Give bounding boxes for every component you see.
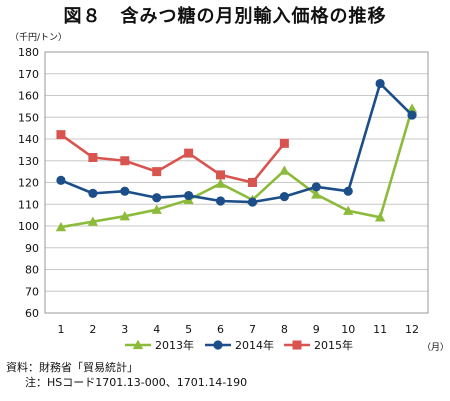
legend-marker-2 xyxy=(292,340,302,350)
data-point-s1-m10 xyxy=(343,186,353,196)
data-point-s1-m7 xyxy=(247,197,258,207)
x-tick-label-1: 1 xyxy=(57,323,64,336)
legend-marker-1 xyxy=(213,340,223,350)
x-tick-label-5: 5 xyxy=(185,323,192,336)
data-point-s1-m3 xyxy=(120,186,130,196)
x-tick-label-3: 3 xyxy=(121,323,128,336)
x-tick-label-12: 12 xyxy=(405,323,419,336)
data-point-s2-m4 xyxy=(152,167,162,177)
x-tick-label-8: 8 xyxy=(281,323,288,336)
y-tick-label-140: 140 xyxy=(18,133,39,146)
data-point-s0-m2 xyxy=(87,216,99,226)
data-point-s0-m1 xyxy=(55,221,67,232)
data-point-s0-m6 xyxy=(215,178,226,188)
x-tick-label-4: 4 xyxy=(153,323,160,336)
y-tick-label-120: 120 xyxy=(18,177,39,190)
data-point-s2-m3 xyxy=(120,156,130,166)
hs-code-note: 注：HSコード1701.13-000、1701.14-190 xyxy=(25,376,248,389)
y-tick-label-110: 110 xyxy=(18,198,39,211)
x-tick-label-9: 9 xyxy=(313,323,320,336)
data-point-s0-m12 xyxy=(406,103,418,113)
y-tick-label-150: 150 xyxy=(18,111,39,124)
x-tick-label-11: 11 xyxy=(373,323,387,336)
x-tick-label-6: 6 xyxy=(217,323,224,336)
legend-label-2: 2015年 xyxy=(314,338,353,352)
x-tick-label-10: 10 xyxy=(341,323,355,336)
y-tick-label-60: 60 xyxy=(25,307,39,320)
data-point-s2-m1 xyxy=(56,130,66,140)
data-point-s2-m2 xyxy=(88,152,98,162)
data-point-s0-m3 xyxy=(119,211,130,221)
y-tick-label-180: 180 xyxy=(18,46,39,59)
data-point-s1-m1 xyxy=(56,175,66,185)
data-point-s1-m6 xyxy=(215,196,226,206)
x-tick-label-2: 2 xyxy=(89,323,96,336)
legend-marker-0 xyxy=(132,339,144,350)
y-tick-label-90: 90 xyxy=(25,242,39,255)
plot-area-border xyxy=(44,51,429,314)
data-point-s2-m6 xyxy=(216,170,226,180)
data-point-s0-m4 xyxy=(151,204,162,214)
series-line-0 xyxy=(60,108,414,229)
data-point-s0-m11 xyxy=(374,212,386,222)
y-axis-unit-label: （千円/トン） xyxy=(10,32,67,43)
y-tick-label-130: 130 xyxy=(18,155,39,168)
y-tick-label-100: 100 xyxy=(18,220,39,233)
legend-label-1: 2014年 xyxy=(235,338,274,352)
data-point-s1-m9 xyxy=(311,182,321,192)
y-tick-label-70: 70 xyxy=(25,285,39,298)
source-note: 資料：財務省「貿易統計」 xyxy=(6,361,138,374)
data-point-s0-m10 xyxy=(343,205,354,215)
data-point-s1-m8 xyxy=(279,192,289,202)
y-tick-label-80: 80 xyxy=(25,264,39,277)
y-tick-label-170: 170 xyxy=(18,68,39,81)
series-line-2 xyxy=(60,133,286,184)
data-point-s0-m8 xyxy=(279,165,290,175)
data-point-s2-m5 xyxy=(184,148,194,158)
data-point-s1-m11 xyxy=(375,78,385,89)
x-tick-label-7: 7 xyxy=(249,323,256,336)
data-point-s1-m12 xyxy=(407,110,417,120)
series-line-1 xyxy=(60,82,413,204)
data-point-s2-m7 xyxy=(247,178,257,187)
data-point-s1-m2 xyxy=(88,188,98,198)
data-point-s2-m8 xyxy=(279,138,289,148)
legend-label-0: 2013年 xyxy=(155,338,194,352)
x-axis-unit-label: （月） xyxy=(422,342,449,353)
data-point-s1-m4 xyxy=(152,193,162,203)
data-point-s0-m9 xyxy=(311,189,322,199)
data-point-s1-m5 xyxy=(184,190,194,201)
y-tick-label-160: 160 xyxy=(18,90,39,103)
chart-notes: 資料：財務省「貿易統計」 注：HSコード1701.13-000、1701.14-… xyxy=(6,360,247,390)
chart-title: 図８ 含みつ糖の月別輸入価格の推移 xyxy=(63,6,387,27)
